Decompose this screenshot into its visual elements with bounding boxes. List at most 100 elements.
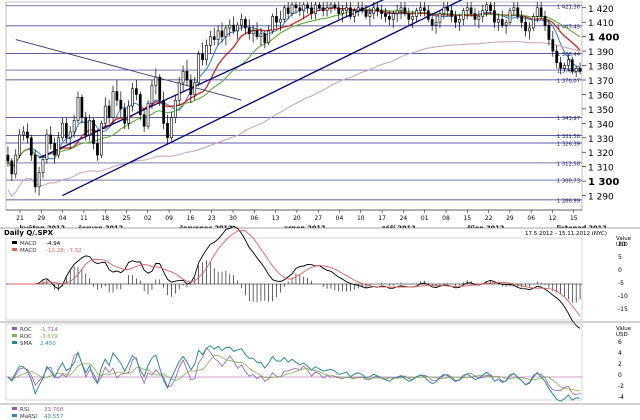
candle-body xyxy=(329,4,333,9)
candle-body xyxy=(473,13,477,20)
candle-body xyxy=(426,10,430,20)
date-range-label: 17.5.2012 - 15.11.2012 (NYC) xyxy=(525,231,607,237)
x-day-label: 13 xyxy=(272,215,280,222)
candle-body xyxy=(103,105,107,124)
x-day-label: 29 xyxy=(37,215,45,222)
price-panel: 1 421,36 1 407,45 1 388,44 1 376,87 1 370,07… xyxy=(5,0,619,232)
x-day-label: 11 xyxy=(80,215,88,222)
x-day-label: 25 xyxy=(123,215,131,222)
x-day-label: 29 xyxy=(506,215,514,222)
candle-body xyxy=(458,19,461,23)
candle-body xyxy=(481,10,485,17)
candle-body xyxy=(551,39,555,52)
legend-swatch xyxy=(12,248,17,251)
candle-body xyxy=(193,82,197,95)
candle-body xyxy=(531,16,535,29)
candle-body xyxy=(317,4,321,9)
candle-body xyxy=(543,16,547,26)
legend-value: 40.557 xyxy=(44,414,64,420)
candle-body xyxy=(247,27,251,35)
candle-body xyxy=(10,160,14,175)
candle-body xyxy=(49,134,53,144)
y-tick-label: 1 420 xyxy=(588,5,614,15)
candle-body xyxy=(387,16,391,20)
macd-plot-area xyxy=(5,237,583,321)
candle-body xyxy=(384,13,387,17)
candle-body xyxy=(520,16,524,23)
legend-name: MACD xyxy=(20,241,37,247)
legend-swatch xyxy=(12,327,17,330)
y-tick-label: 1 330 xyxy=(588,135,614,145)
candle-body xyxy=(119,99,123,110)
level-label: 1 343,97 xyxy=(557,116,580,122)
candle-body xyxy=(461,10,465,20)
macd-line xyxy=(7,225,581,329)
candle-body xyxy=(123,108,127,124)
candle-body xyxy=(430,19,434,26)
candle-body xyxy=(279,19,282,23)
legend-value: -12.28; -7.32 xyxy=(46,248,82,254)
candle-body xyxy=(364,10,368,17)
value-label: Value xyxy=(616,236,632,242)
candle-body xyxy=(185,71,189,81)
candle-body xyxy=(325,7,329,11)
candle-body xyxy=(232,24,236,32)
candle-body xyxy=(372,7,376,14)
candle-body xyxy=(454,16,457,23)
legend-name: RSI xyxy=(20,407,29,413)
level-label: 1 407,45 xyxy=(557,24,580,30)
candle-body xyxy=(205,45,208,61)
macd-y-tick: 0 xyxy=(618,267,622,274)
x-day-label: 06 xyxy=(250,215,258,222)
legend-swatch xyxy=(12,241,17,244)
ma-long-line xyxy=(7,8,581,169)
candle-body xyxy=(142,114,146,127)
candle-body xyxy=(26,131,29,139)
x-day-label: 06 xyxy=(527,215,535,222)
macd-panel: Daily Q/.SPX 17.5.2012 - 15.11.2012 (NYC)… xyxy=(0,225,640,329)
candle-body xyxy=(423,7,426,11)
candle-body xyxy=(115,91,119,101)
legend-name: MACD xyxy=(20,248,37,254)
candle-body xyxy=(88,120,92,136)
candle-body xyxy=(438,13,442,23)
candle-body xyxy=(314,4,317,14)
candle-body xyxy=(96,143,99,156)
legend-value: -1.714 xyxy=(40,327,58,333)
candle-body xyxy=(555,50,559,63)
candle-body xyxy=(68,131,72,139)
candle-body xyxy=(208,36,212,46)
candle-body xyxy=(286,7,290,14)
candle-body xyxy=(37,172,41,188)
x-day-label: 04 xyxy=(59,215,67,222)
candle-body xyxy=(399,7,403,11)
candle-body xyxy=(22,131,25,136)
candle-body xyxy=(107,105,111,118)
y-tick-label: 1 340 xyxy=(588,120,614,130)
rsi-panel: RSI 33.768 MaRSI 40.557 xyxy=(0,403,640,420)
legend-name: SMA xyxy=(20,341,32,347)
x-day-label: 17 xyxy=(378,215,386,222)
x-day-label: 09 xyxy=(165,215,173,222)
legend-value: 2.450 xyxy=(40,341,56,347)
candle-body xyxy=(127,105,130,124)
candle-body xyxy=(380,10,383,14)
level-label: 1 326,39 xyxy=(557,141,580,147)
candle-body xyxy=(154,76,158,87)
candle-body xyxy=(465,7,469,11)
candle-body xyxy=(535,7,539,17)
candle-body xyxy=(166,123,169,139)
level-label: 1 331,58 xyxy=(557,134,580,140)
candle-body xyxy=(84,117,88,136)
y-tick-label: 1 380 xyxy=(588,63,614,73)
candle-body xyxy=(243,19,247,29)
candle-body xyxy=(528,27,531,32)
candle-body xyxy=(197,53,201,84)
level-label: 1 286,99 xyxy=(557,198,580,204)
x-day-label: 27 xyxy=(314,215,322,222)
candle-body xyxy=(271,16,274,32)
candle-body xyxy=(224,27,228,37)
candle-body xyxy=(345,7,348,11)
legend-value: 33.768 xyxy=(44,407,64,413)
